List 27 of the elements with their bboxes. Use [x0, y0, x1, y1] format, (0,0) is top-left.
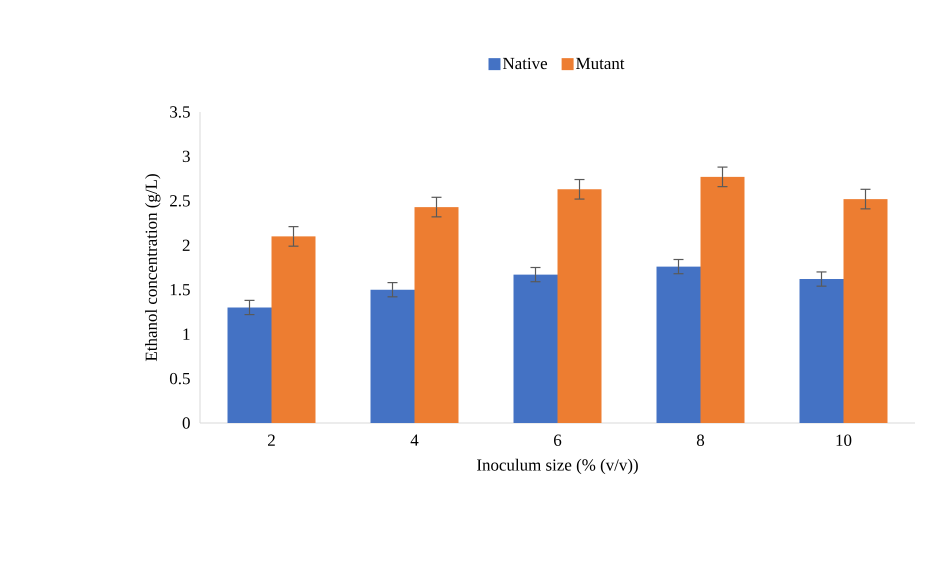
- x-axis-title: Inoculum size (% (v/v)): [476, 458, 638, 474]
- x-tick-label: 4: [410, 434, 418, 446]
- x-tick-label: 6: [554, 434, 562, 446]
- y-tick-label: 3.5: [170, 106, 190, 118]
- y-tick-label: 1.5: [170, 284, 190, 296]
- y-tick-label: 0: [182, 417, 190, 429]
- bar: [700, 176, 745, 423]
- y-tick-label: 2: [182, 240, 190, 251]
- x-tick-label: 8: [696, 434, 704, 446]
- x-tick-label: 2: [268, 434, 275, 446]
- bar: [514, 274, 558, 423]
- legend-label: Mutant: [576, 58, 624, 70]
- bar: [414, 207, 459, 423]
- y-tick-label: 0.5: [170, 372, 190, 384]
- bar: [800, 279, 844, 423]
- y-tick-label: 1: [184, 328, 190, 340]
- y-tick-label: 3: [182, 150, 190, 162]
- bar: [558, 189, 602, 423]
- bar: [370, 290, 415, 423]
- bar: [228, 307, 272, 423]
- bar: [656, 266, 701, 423]
- bar: [844, 199, 888, 423]
- y-tick-label: 2.5: [170, 195, 190, 207]
- bar: [272, 236, 316, 423]
- x-tick-label: 10: [836, 434, 852, 446]
- y-axis-title: Ethanol concentration (g/L): [145, 174, 160, 362]
- legend-label: Native: [502, 58, 548, 70]
